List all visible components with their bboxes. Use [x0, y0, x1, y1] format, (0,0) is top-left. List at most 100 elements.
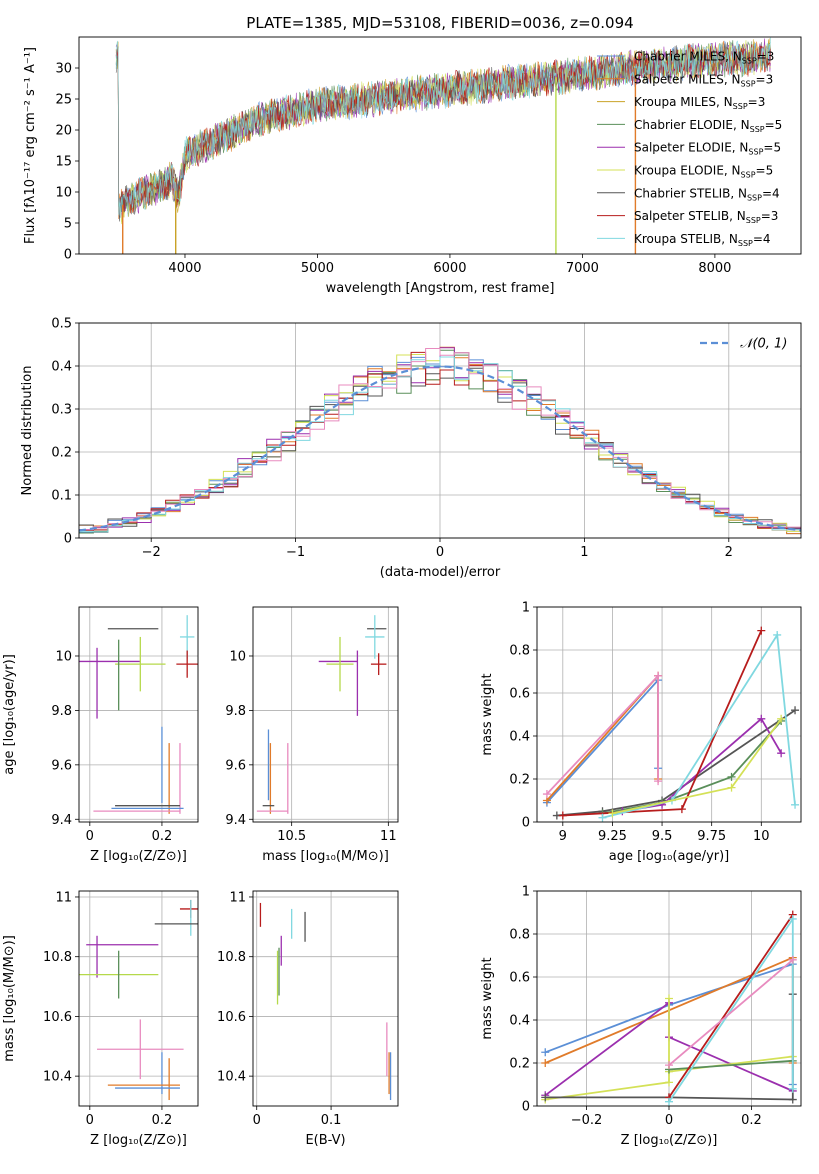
x-tick-label: 1: [580, 545, 588, 560]
weight-line: [668, 916, 794, 1103]
x-tick-label: 0: [665, 1113, 673, 1128]
y-tick-label: 0.5: [51, 317, 72, 332]
plot-area: [259, 902, 392, 1101]
y-tick-label: 10.8: [217, 950, 246, 965]
weight-marker: [541, 1059, 550, 1067]
x-axis-label: (data-model)/error: [380, 565, 501, 580]
weight-marker: [542, 790, 551, 799]
x-axis-label: Z [log₁₀(Z/Z⊙)]: [90, 1133, 187, 1148]
y-tick-label: 25: [55, 93, 72, 108]
y-tick-label: 0.8: [509, 644, 530, 659]
y-tick-label: 20: [55, 124, 72, 139]
y-tick-label: 0: [522, 816, 530, 831]
weight-marker: [665, 1078, 673, 1087]
weight-line: [546, 673, 659, 795]
x-axis-label: Z [log₁₀(Z/Z⊙)]: [90, 849, 187, 864]
spectrum-line: [115, 43, 771, 215]
legend-entry: Kroupa MILES, NSSP=3: [634, 95, 765, 111]
plot-area: [542, 626, 800, 822]
weight-marker: [777, 749, 786, 758]
spectrum-line: [115, 37, 771, 217]
x-axis-label: E(B-V): [305, 1133, 345, 1148]
weight-line: [546, 677, 659, 804]
x-tick-label: 0: [86, 1113, 94, 1128]
legend-entry: Kroupa STELIB, NSSP=4: [634, 232, 771, 248]
weight-marker: [665, 1061, 673, 1070]
weight-line: [602, 632, 796, 819]
y-axis-label: mass weight: [480, 673, 495, 755]
y-tick-label: 5: [64, 217, 72, 232]
x-tick-label: 9: [559, 829, 567, 844]
x-tick-label: 9.75: [697, 829, 726, 844]
axes-frame: [252, 890, 399, 1107]
y-tick-label: 9.8: [51, 704, 72, 719]
y-tick-label: 0.4: [509, 730, 530, 745]
mass-vs-EBV-panel: 0 0.1 10.4 10.6 10.8 11 E(B-V): [217, 890, 399, 1148]
y-tick-label: 10.4: [217, 1070, 246, 1085]
y-tick-label: 9.4: [51, 813, 72, 828]
weight-marker: [791, 800, 800, 809]
weight-line: [612, 718, 782, 815]
y-tick-label: 0.6: [509, 687, 530, 702]
plot-area: [541, 910, 797, 1106]
y-tick-label: 10.6: [43, 1010, 72, 1025]
x-tick-label: 7000: [566, 261, 599, 276]
normal-curve: [79, 365, 801, 532]
x-axis-label: Z [log₁₀(Z/Z⊙)]: [621, 1133, 718, 1148]
x-tick-label: 0.2: [152, 829, 173, 844]
massweight-vs-Z-panel: −0.2 0 0.2 0 0.2 0.4 0.6 0.8 1 Z [log₁₀(Z/Z⊙)] mas…: [480, 885, 802, 1148]
weight-marker: [677, 805, 686, 814]
figure-title: PLATE=1385, MJD=53108, FIBERID=0036, z=0…: [246, 14, 633, 32]
x-tick-label: 9.5: [652, 829, 673, 844]
histogram-series: [79, 348, 801, 531]
spectrum-panel: 4000 5000 6000 7000 8000 0 5 10 15 20 25 30 waveleng…: [23, 36, 802, 296]
weight-marker: [788, 1095, 797, 1104]
plot-area: [79, 346, 801, 535]
x-tick-label: 11: [380, 829, 397, 844]
y-tick-label: 0.2: [509, 773, 530, 788]
axes-frame: [78, 36, 802, 255]
y-tick-label: 9.6: [225, 758, 246, 773]
legend-entry: Salpeter MILES, NSSP=3: [634, 72, 773, 88]
plot-area: [115, 37, 771, 254]
y-tick-label: 10.4: [43, 1070, 72, 1085]
legend-entry: Kroupa ELODIE, NSSP=5: [634, 164, 773, 180]
weight-marker: [654, 777, 663, 786]
plot-area: [79, 615, 198, 814]
y-tick-label: 0.2: [51, 446, 72, 461]
y-tick-label: 0.8: [509, 928, 530, 943]
weight-line: [668, 914, 794, 1098]
y-tick-label: 1: [522, 601, 530, 616]
y-axis-label: Normed distribution: [20, 366, 35, 496]
weight-marker: [541, 1048, 550, 1057]
legend-entry: Salpeter ELODIE, NSSP=5: [634, 141, 781, 157]
weight-marker: [788, 914, 797, 923]
x-axis-label: mass [log₁₀(M/M⊙)]: [262, 849, 389, 864]
x-tick-label: 0.2: [741, 1113, 762, 1128]
x-axis-label: wavelength [Angstrom, rest frame]: [326, 281, 555, 296]
weight-line: [668, 1059, 793, 1071]
weight-marker: [727, 783, 736, 792]
x-tick-label: 10: [753, 829, 770, 844]
legend-entry: Chabrier MILES, NSSP=3: [634, 50, 774, 66]
weight-marker: [654, 671, 663, 680]
y-tick-label: 10.8: [43, 950, 72, 965]
y-tick-label: 30: [55, 62, 72, 77]
weight-marker: [791, 706, 800, 715]
y-tick-label: 0.4: [51, 360, 72, 375]
weight-marker: [727, 772, 736, 781]
x-tick-label: 0: [436, 545, 444, 560]
x-tick-label: 4000: [168, 261, 201, 276]
x-tick-label: 2: [725, 545, 733, 560]
weight-marker: [608, 809, 617, 818]
weight-line: [556, 709, 796, 817]
y-axis-label: Flux [fλ10⁻¹⁷ erg cm⁻² s⁻¹ A⁻¹]: [23, 47, 38, 244]
age-vs-Z-panel: 0 0.2 9.4 9.6 9.8 10 Z [log₁₀(Z/Z⊙)] age [log₁₀…: [2, 606, 199, 864]
y-tick-label: 0.1: [51, 489, 72, 504]
y-tick-label: 10.6: [217, 1010, 246, 1025]
weight-marker: [757, 626, 766, 635]
y-axis-label: mass [log₁₀(M/M⊙)]: [2, 935, 17, 1062]
y-tick-label: 10: [229, 649, 246, 664]
weight-line: [602, 720, 782, 815]
